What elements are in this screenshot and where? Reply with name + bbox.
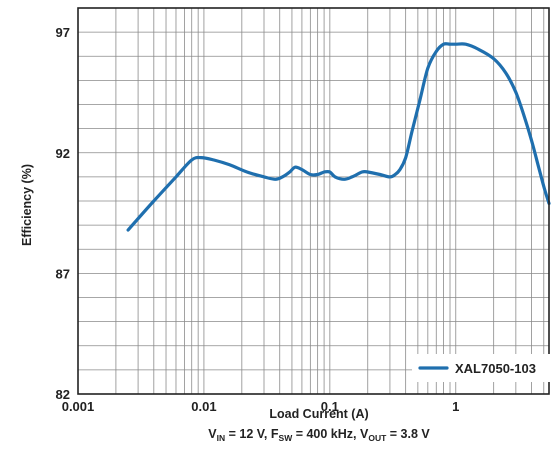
plot-frame: [77, 7, 550, 395]
vin-symbol: V: [208, 427, 217, 441]
test-conditions: VIN = 12 V, FSW = 400 kHz, VOUT = 3.8 V: [208, 427, 430, 443]
efficiency-curve: [126, 42, 551, 232]
legend-label: XAL7050-103: [455, 361, 536, 376]
vin-subscript: IN: [217, 433, 226, 443]
x-tick-label: 1: [452, 399, 459, 414]
fsw-subscript: SW: [279, 433, 294, 443]
x-tick-labels: 0.001 0.01 0.1 1: [62, 399, 460, 414]
vout-subscript: OUT: [368, 433, 387, 443]
y-tick-label: 82: [56, 387, 70, 402]
y-tick-label: 92: [56, 146, 70, 161]
vout-value: = 3.8 V: [386, 427, 430, 441]
x-axis-title: Load Current (A): [269, 407, 368, 421]
vout-symbol: V: [360, 427, 369, 441]
legend: XAL7050-103: [412, 354, 550, 382]
y-axis-title: Efficiency (%): [20, 164, 34, 246]
x-tick-label: 0.1: [321, 399, 339, 414]
y-tick-labels: 82 87 92 97: [56, 25, 70, 402]
fsw-value: = 400 kHz,: [292, 427, 360, 441]
x-tick-label: 0.01: [191, 399, 216, 414]
grid-lines: [78, 8, 549, 394]
x-tick-label: 0.001: [62, 399, 95, 414]
y-tick-label: 87: [56, 266, 70, 281]
fsw-symbol: F: [271, 427, 279, 441]
vin-value: = 12 V,: [225, 427, 271, 441]
y-tick-label: 97: [56, 25, 70, 40]
